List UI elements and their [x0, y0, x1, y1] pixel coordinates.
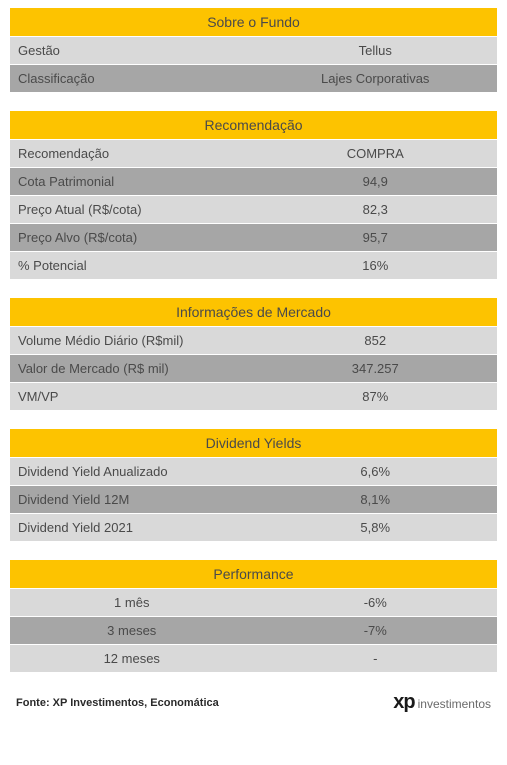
section-header: Informações de Mercado: [10, 298, 497, 327]
section-sobre-fundo: Sobre o Fundo Gestão Tellus Classificaçã…: [10, 8, 497, 93]
row-value: -6%: [254, 589, 498, 616]
row-label: 1 mês: [10, 589, 254, 616]
table-row: Recomendação COMPRA: [10, 140, 497, 168]
footer: Fonte: XP Investimentos, Economática xp …: [10, 691, 497, 714]
section-header: Dividend Yields: [10, 429, 497, 458]
row-value: -7%: [254, 617, 498, 644]
table-row: Preço Alvo (R$/cota) 95,7: [10, 224, 497, 252]
section-header: Performance: [10, 560, 497, 589]
row-value: 8,1%: [254, 486, 498, 513]
section-header: Recomendação: [10, 111, 497, 140]
table-row: Classificação Lajes Corporativas: [10, 65, 497, 93]
row-value: 87%: [254, 383, 498, 410]
source-text: Fonte: XP Investimentos, Economática: [16, 697, 219, 709]
table-row: Valor de Mercado (R$ mil) 347.257: [10, 355, 497, 383]
table-row: Preço Atual (R$/cota) 82,3: [10, 196, 497, 224]
row-label: Dividend Yield Anualizado: [10, 458, 254, 485]
table-row: Dividend Yield 2021 5,8%: [10, 514, 497, 542]
table-row: 1 mês -6%: [10, 589, 497, 617]
row-label: Preço Alvo (R$/cota): [10, 224, 254, 251]
row-value: 94,9: [254, 168, 498, 195]
row-label: Preço Atual (R$/cota): [10, 196, 254, 223]
section-performance: Performance 1 mês -6% 3 meses -7% 12 mes…: [10, 560, 497, 673]
row-label: Valor de Mercado (R$ mil): [10, 355, 254, 382]
table-row: % Potencial 16%: [10, 252, 497, 280]
xp-logo: xp investimentos: [393, 691, 491, 714]
row-label: Gestão: [10, 37, 254, 64]
row-label: Recomendação: [10, 140, 254, 167]
table-row: Volume Médio Diário (R$mil) 852: [10, 327, 497, 355]
logo-prefix: xp: [393, 691, 414, 714]
table-row: Dividend Yield Anualizado 6,6%: [10, 458, 497, 486]
section-dividend-yields: Dividend Yields Dividend Yield Anualizad…: [10, 429, 497, 542]
row-value: Lajes Corporativas: [254, 65, 498, 92]
row-label: Volume Médio Diário (R$mil): [10, 327, 254, 354]
table-row: 12 meses -: [10, 645, 497, 673]
row-label: Dividend Yield 2021: [10, 514, 254, 541]
table-row: Cota Patrimonial 94,9: [10, 168, 497, 196]
row-label: 3 meses: [10, 617, 254, 644]
table-row: VM/VP 87%: [10, 383, 497, 411]
section-info-mercado: Informações de Mercado Volume Médio Diár…: [10, 298, 497, 411]
section-header: Sobre o Fundo: [10, 8, 497, 37]
row-label: 12 meses: [10, 645, 254, 672]
row-label: % Potencial: [10, 252, 254, 279]
table-row: Gestão Tellus: [10, 37, 497, 65]
row-value: 95,7: [254, 224, 498, 251]
row-label: Cota Patrimonial: [10, 168, 254, 195]
row-label: Dividend Yield 12M: [10, 486, 254, 513]
row-label: VM/VP: [10, 383, 254, 410]
row-label: Classificação: [10, 65, 254, 92]
logo-suffix: investimentos: [418, 697, 491, 711]
row-value: -: [254, 645, 498, 672]
row-value: 6,6%: [254, 458, 498, 485]
row-value: Tellus: [254, 37, 498, 64]
table-row: Dividend Yield 12M 8,1%: [10, 486, 497, 514]
row-value: 82,3: [254, 196, 498, 223]
section-recomendacao: Recomendação Recomendação COMPRA Cota Pa…: [10, 111, 497, 280]
table-row: 3 meses -7%: [10, 617, 497, 645]
row-value: 16%: [254, 252, 498, 279]
row-value: 5,8%: [254, 514, 498, 541]
row-value: 347.257: [254, 355, 498, 382]
row-value: COMPRA: [254, 140, 498, 167]
row-value: 852: [254, 327, 498, 354]
